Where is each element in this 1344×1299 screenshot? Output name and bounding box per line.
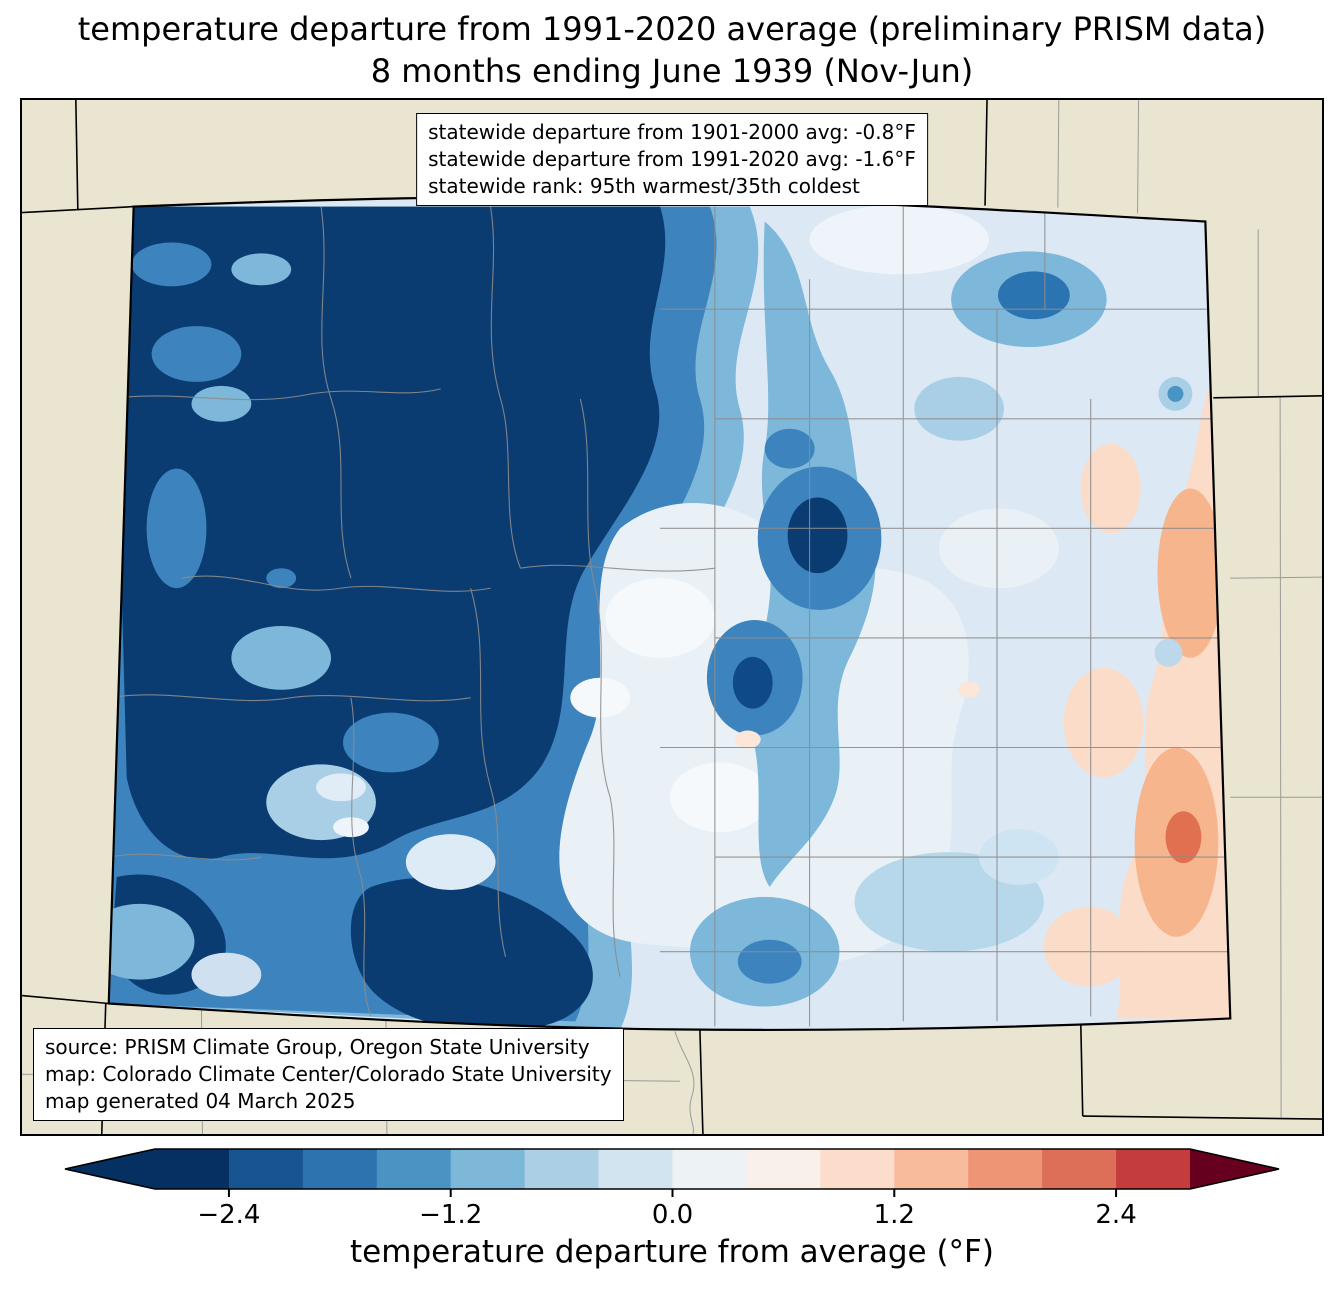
colorbar-segment [894, 1149, 969, 1189]
colorbar-segment [524, 1149, 600, 1189]
colorbar-segment [1042, 1149, 1117, 1189]
colorbar: −2.4 −1.2 0.0 1.2 2.4 [63, 1146, 1281, 1230]
stats-line-1: statewide departure from 1901-2000 avg: … [428, 120, 916, 144]
colorbar-outline [64, 1148, 1280, 1190]
neighbor-state-borders [22, 100, 1322, 1134]
colorbar-segment [968, 1149, 1043, 1189]
source-line-1: source: PRISM Climate Group, Oregon Stat… [45, 1035, 590, 1059]
colorbar-svg: −2.4 −1.2 0.0 1.2 2.4 [64, 1148, 1280, 1230]
statewide-stats-box: statewide departure from 1901-2000 avg: … [416, 113, 928, 206]
colorado-map-svg [22, 100, 1322, 1134]
title-line-1: temperature departure from 1991-2020 ave… [77, 10, 1267, 48]
title-line-2: 8 months ending June 1939 (Nov-Jun) [370, 52, 974, 90]
colorbar-segment [820, 1149, 895, 1189]
colorbar-axis-label: temperature departure from average (°F) [350, 1234, 994, 1270]
colorbar-under-arrow [65, 1149, 155, 1189]
stats-line-3: statewide rank: 95th warmest/35th coldes… [428, 174, 860, 198]
colorbar-tick-label: −1.2 [419, 1200, 482, 1228]
colorbar-tick-label: 2.4 [1095, 1200, 1136, 1228]
colorbar-segment [302, 1149, 378, 1189]
stats-line-2: statewide departure from 1991-2020 avg: … [428, 147, 916, 171]
page-title: temperature departure from 1991-2020 ave… [0, 8, 1344, 92]
map-contours [108, 196, 1231, 1030]
colorbar-tick-label: −2.4 [197, 1200, 260, 1228]
colorbar-segment [672, 1149, 748, 1189]
colorbar-segment [155, 1149, 230, 1189]
map-panel: statewide departure from 1901-2000 avg: … [20, 98, 1324, 1136]
colorbar-segment [450, 1149, 526, 1189]
colorbar-over-arrow [1190, 1149, 1279, 1189]
colorbar-segment [228, 1149, 304, 1189]
colorbar-segment [746, 1149, 821, 1189]
colorbar-tick-label: 0.0 [652, 1200, 693, 1228]
source-line-2: map: Colorado Climate Center/Colorado St… [45, 1062, 612, 1086]
county-borders [108, 206, 1231, 1027]
colorbar-segment [376, 1149, 452, 1189]
colorbar-segment [598, 1149, 674, 1189]
colorbar-segment [1116, 1149, 1191, 1189]
colorbar-tick-label: 1.2 [874, 1200, 915, 1228]
source-line-3: map generated 04 March 2025 [45, 1089, 356, 1113]
source-credit-box: source: PRISM Climate Group, Oregon Stat… [33, 1028, 624, 1121]
